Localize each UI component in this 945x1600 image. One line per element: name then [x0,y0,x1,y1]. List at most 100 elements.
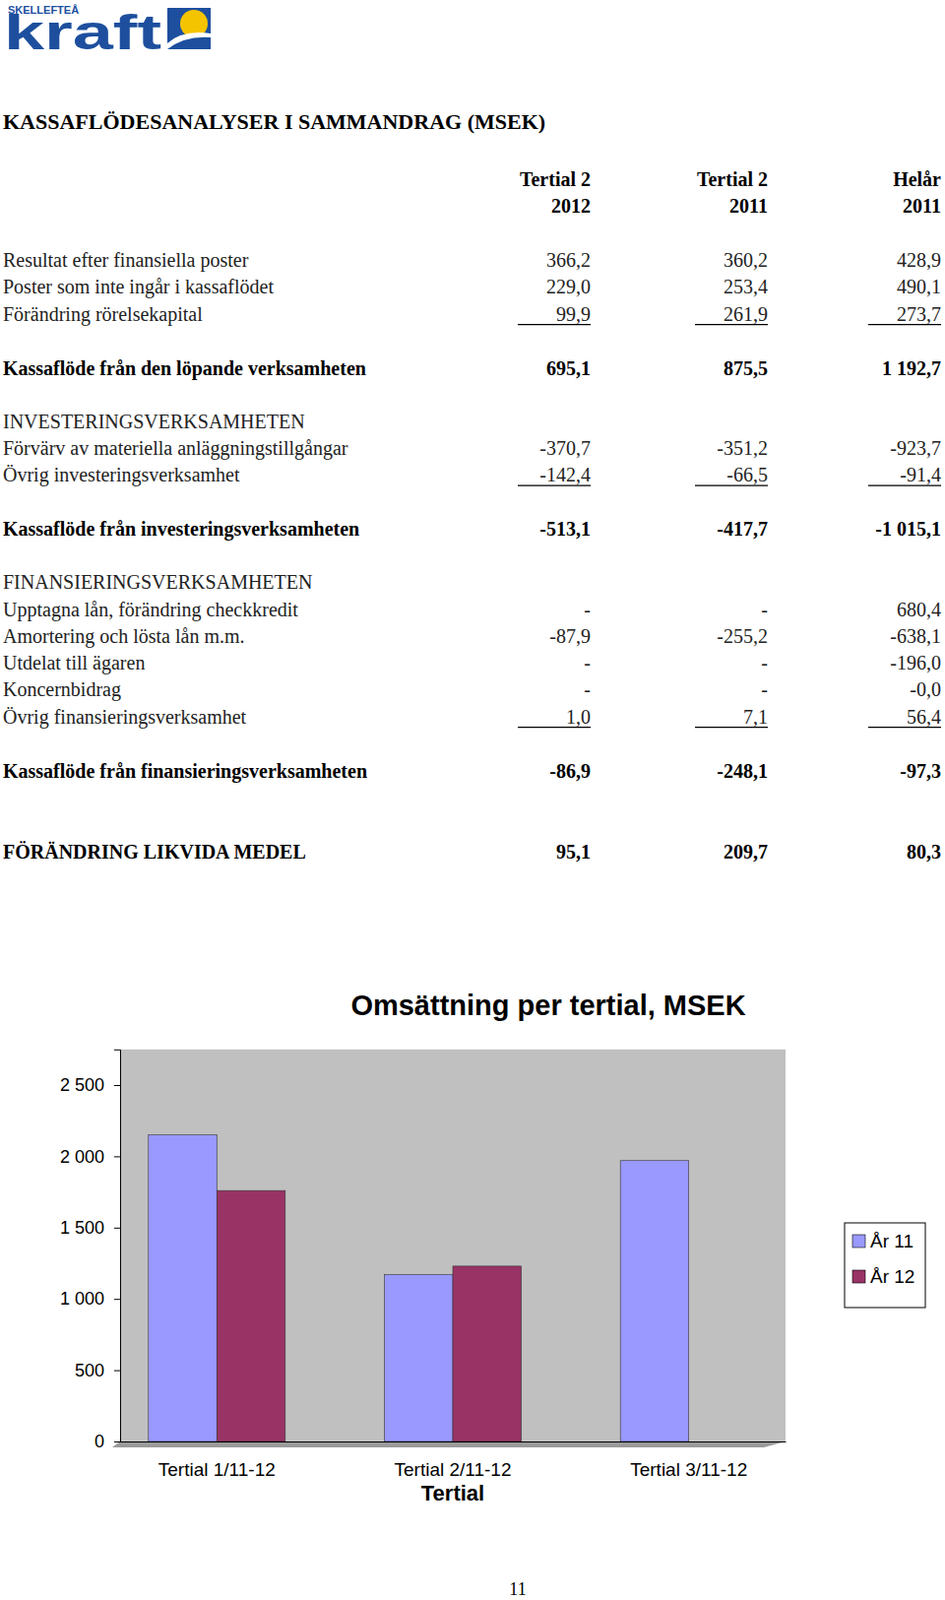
cell-value: 99,9 [556,303,591,325]
underline [868,726,942,728]
cell-value: - [583,678,591,700]
x-axis-title: Tertial [421,1480,485,1506]
cell-value: -255,2 [716,625,768,647]
bar [620,1160,690,1442]
cell-value: -66,5 [726,463,768,486]
cell-value: 80,3 [906,840,942,863]
cell-value: -91,4 [899,463,942,486]
plot-floor [112,1441,786,1448]
row-label: Övrig finansieringsverksamhet [2,705,248,729]
cell-value: 366,2 [546,249,591,271]
cell-value: 360,2 [723,249,768,271]
cell-value: -513,1 [539,517,591,540]
y-tick-mark [114,1298,121,1300]
y-tick-label: 0 [94,1431,105,1451]
cell-value: 1 192,7 [882,357,942,379]
x-tick-label: Tertial 2/11-12 [394,1458,512,1480]
cell-value: 680,4 [896,598,942,621]
y-tick-mark [114,1155,121,1157]
y-tick: 1 500 [60,1217,121,1238]
legend-swatch [852,1269,866,1283]
logo-icon [167,7,211,50]
cell-value: 1,0 [566,705,591,728]
cell-value: -923,7 [889,437,942,459]
row-label: Kassaflöde från investeringsverksamheten [2,517,360,541]
y-axis: 0 500 1 000 1 500 2 000 2 500 [60,1049,122,1451]
cell-value: 490,1 [896,275,942,298]
row-label: Utdelat till ägaren [2,651,145,675]
bar [148,1134,218,1442]
y-axis-line [114,1049,122,1442]
y-tick-mark [114,1370,121,1372]
bars [148,1134,690,1442]
x-tick-label: Tertial 3/11-12 [630,1458,748,1480]
cell-value: - [583,598,591,621]
logo-large: kraft [3,4,163,61]
column-header: Helår [892,168,942,190]
cashflow-table: KASSAFLÖDESANALYSER I SAMMANDRAG (MSEK)T… [2,109,942,863]
y-tick: 1 000 [60,1288,121,1309]
row-label: Amortering och lösta lån m.m. [2,625,246,648]
row-label: Koncernbidrag [2,678,122,701]
cell-value: 875,5 [723,357,768,379]
section-heading: FINANSIERINGSVERKSAMHETEN [2,570,313,593]
cell-value: 56,4 [906,705,942,728]
cell-value: -87,9 [549,625,591,647]
y-tick-label: 2 500 [60,1074,105,1095]
column-header: Tertial 2 [696,168,768,190]
bar [383,1274,453,1442]
chart: Omsättning per tertial, MSEK 0 500 1 000 1 5… [60,989,926,1506]
row-label: Förändring rörelsekapital [2,303,203,326]
cell-value: -417,7 [716,517,768,540]
x-tick-label: Tertial 1/11-12 [158,1458,276,1480]
legend-swatch [852,1234,866,1248]
row-label: Förvärv av materiella anläggningstillgån… [2,437,349,460]
column-header: 2011 [729,194,768,217]
chart-title: Omsättning per tertial, MSEK [350,989,746,1021]
column-header: 2012 [551,194,591,217]
cell-value: -0,0 [909,678,942,700]
cell-value: -370,7 [539,437,591,459]
x-axis: Tertial 1/11-12 Tertial 2/11-12 Tertial 3/… [121,1441,787,1480]
x-tick: Tertial 2/11-12 [394,1441,512,1480]
row-label: Kassaflöde från den löpande verksamheten [2,357,367,380]
legend-label: År 11 [870,1230,914,1252]
logo: SKELLEFTEÅkraft [3,3,211,61]
cell-value: 209,7 [723,840,768,863]
cell-value: 695,1 [546,357,591,379]
underline [694,323,768,325]
bar [216,1190,286,1442]
cell-value: -351,2 [716,437,768,459]
bar [452,1265,522,1442]
cell-value: 95,1 [556,840,591,863]
cell-value: -196,0 [889,651,942,674]
underline [694,485,768,487]
cell-value: 428,9 [896,249,942,271]
x-tick: Tertial 1/11-12 [158,1441,276,1480]
cell-value: -142,4 [539,463,591,486]
y-tick: 2 500 [60,1074,121,1095]
cell-value: -86,9 [549,759,591,782]
cell-value: -1 015,1 [875,517,942,540]
y-tick-label: 2 000 [60,1146,105,1167]
cell-value: 229,0 [546,275,591,298]
x-axis-line [121,1441,787,1443]
cell-value: -97,3 [899,759,942,782]
plot-background [120,1049,786,1442]
underline [868,323,942,325]
cell-value: -248,1 [716,759,768,782]
page-number: 11 [508,1578,526,1599]
legend-box [844,1222,926,1308]
y-tick: 500 [74,1360,121,1381]
row-label: Resultat efter finansiella poster [2,249,250,272]
column-header: Tertial 2 [519,168,591,190]
cell-value: - [760,598,768,621]
cell-value: 253,4 [723,275,768,298]
x-tick: Tertial 3/11-12 [630,1441,748,1480]
y-tick-mark [114,1441,121,1443]
row-label: Kassaflöde från finansieringsverksamhete… [2,759,368,783]
column-header: 2011 [902,194,942,217]
legend: År 11År 12 [844,1222,926,1308]
cell-value: -638,1 [889,625,942,647]
underline [868,485,942,487]
